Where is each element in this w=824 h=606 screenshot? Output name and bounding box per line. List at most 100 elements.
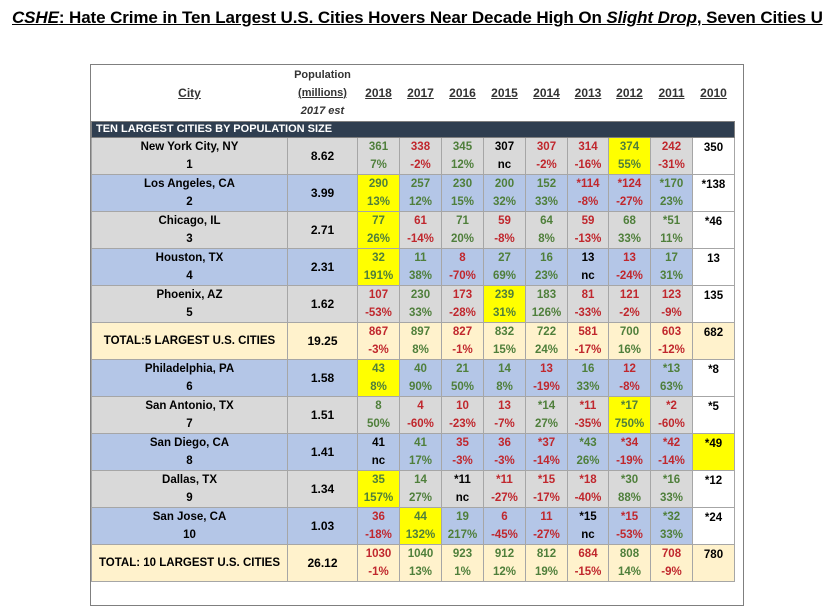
year-cell-2014: *37 -14% [525, 432, 568, 471]
pct-change: -2% [410, 158, 431, 171]
header-pop-line1: Population [294, 68, 351, 81]
pct-change: 13% [408, 565, 433, 578]
year-cell-2012: 700 16% [608, 321, 651, 360]
pct-change: -1% [368, 565, 389, 578]
year-cell-2014: 13 -19% [525, 358, 568, 397]
count-value: 307 [536, 140, 557, 153]
city-name: TOTAL: 10 LARGEST U.S. CITIES [98, 556, 281, 569]
pct-change: 27% [534, 417, 559, 430]
count-value: 290 [368, 177, 389, 190]
city-cell: TOTAL: 10 LARGEST U.S. CITIES [91, 543, 288, 582]
pct-change: -27% [616, 195, 643, 208]
year-cell-2011: *170 23% [650, 173, 693, 212]
pct-change: 11% [660, 232, 683, 245]
pct-change: -2% [536, 158, 557, 171]
pct-change: 12% [492, 565, 517, 578]
city-rank: 3 [186, 232, 193, 245]
count-value: 13 [540, 362, 553, 375]
count-value: *49 [704, 437, 723, 450]
count-value: 41 [372, 436, 385, 449]
count-value: 123 [661, 288, 682, 301]
year-cell-2013: 59 -13% [567, 210, 609, 249]
header-city: City [178, 85, 201, 100]
year-cell-2012: *124 -27% [608, 173, 651, 212]
count-value: 350 [703, 141, 724, 154]
count-value: 14 [498, 362, 511, 375]
title-part2: , Seven Cities Up [696, 8, 824, 27]
city-name: Philadelphia, PA [144, 362, 235, 375]
year-cell-2016: 21 50% [441, 358, 484, 397]
pct-change: -14% [533, 454, 560, 467]
pct-change: 126% [531, 306, 562, 319]
year-cell-2014: 11 -27% [525, 506, 568, 545]
count-value: 71 [456, 214, 469, 227]
pct-change: 17% [408, 454, 433, 467]
city-cell: Los Angeles, CA 2 [91, 173, 288, 212]
count-value: 345 [452, 140, 473, 153]
count-value: *114 [576, 177, 600, 190]
pct-change: 23% [534, 269, 559, 282]
pct-change: 32% [492, 195, 517, 208]
year-cell-2013: *114 -8% [567, 173, 609, 212]
year-cell-2018: 867 -3% [357, 321, 400, 360]
year-cell-2016: 345 12% [441, 136, 484, 175]
count-value: *34 [620, 436, 639, 449]
year-cell-2017: 230 33% [399, 284, 442, 323]
pct-change: -33% [574, 306, 602, 319]
count-value: 808 [619, 547, 640, 560]
count-value: 13 [623, 251, 636, 264]
population-cell: 2.31 [287, 247, 358, 286]
count-value: 36 [498, 436, 511, 449]
city-name: Phoenix, AZ [156, 288, 223, 301]
pct-change: 132% [405, 528, 436, 541]
pct-change: 12% [450, 158, 475, 171]
year-cell-2014: 307 -2% [525, 136, 568, 175]
pct-change: 27% [408, 491, 433, 504]
year-cell-2013: 81 -33% [567, 284, 609, 323]
year-cell-2011: 17 31% [650, 247, 693, 286]
header-year-2010: 2010 [700, 85, 727, 100]
pct-change: -14% [407, 232, 434, 245]
count-value: 41 [414, 436, 427, 449]
count-value: 722 [536, 325, 557, 338]
pct-change: 12% [408, 195, 433, 208]
population-cell: 8.62 [287, 136, 358, 175]
year-cell-2010: *138 [692, 173, 735, 212]
pct-change: 13% [366, 195, 391, 208]
count-value: 374 [619, 140, 640, 153]
year-cell-2011: 708 -9% [650, 543, 693, 582]
count-value: 40 [414, 362, 427, 375]
count-value: 183 [536, 288, 557, 301]
city-rank: 5 [186, 306, 193, 319]
year-cell-2010: *5 [692, 395, 735, 434]
pct-change: -27% [491, 491, 518, 504]
year-cell-2016: 173 -28% [441, 284, 484, 323]
count-value: *5 [708, 400, 719, 413]
count-value: 19 [456, 510, 469, 523]
header-year-2017: 2017 [407, 85, 434, 100]
header-pop-line2: (millions) [298, 86, 347, 99]
table-row: New York City, NY 1 8.62 361 7% 338 -2% 345 12% 3… [91, 136, 735, 175]
pct-change: -9% [661, 306, 682, 319]
year-cell-2017: 4 -60% [399, 395, 442, 434]
count-value: *15 [620, 510, 639, 523]
pct-change: 1% [454, 565, 471, 578]
year-cell-2015: 6 -45% [483, 506, 526, 545]
pct-change: 31% [492, 306, 517, 319]
count-value: *24 [704, 511, 723, 524]
pct-change: -28% [449, 306, 476, 319]
year-cell-2015: 27 69% [483, 247, 526, 286]
count-value: *16 [662, 473, 681, 486]
count-value: *51 [662, 214, 681, 227]
count-value: 10 [456, 399, 469, 412]
year-cell-2018: 361 7% [357, 136, 400, 175]
pct-change: -16% [574, 158, 602, 171]
city-cell: Dallas, TX 9 [91, 469, 288, 508]
year-cell-2010: 780 [692, 543, 735, 582]
year-cell-2015: 59 -8% [483, 210, 526, 249]
pct-change: 19% [534, 565, 559, 578]
count-value: 44 [414, 510, 427, 523]
city-name: San Antonio, TX [145, 399, 234, 412]
year-cell-2012: 808 14% [608, 543, 651, 582]
pct-change: -14% [658, 454, 685, 467]
